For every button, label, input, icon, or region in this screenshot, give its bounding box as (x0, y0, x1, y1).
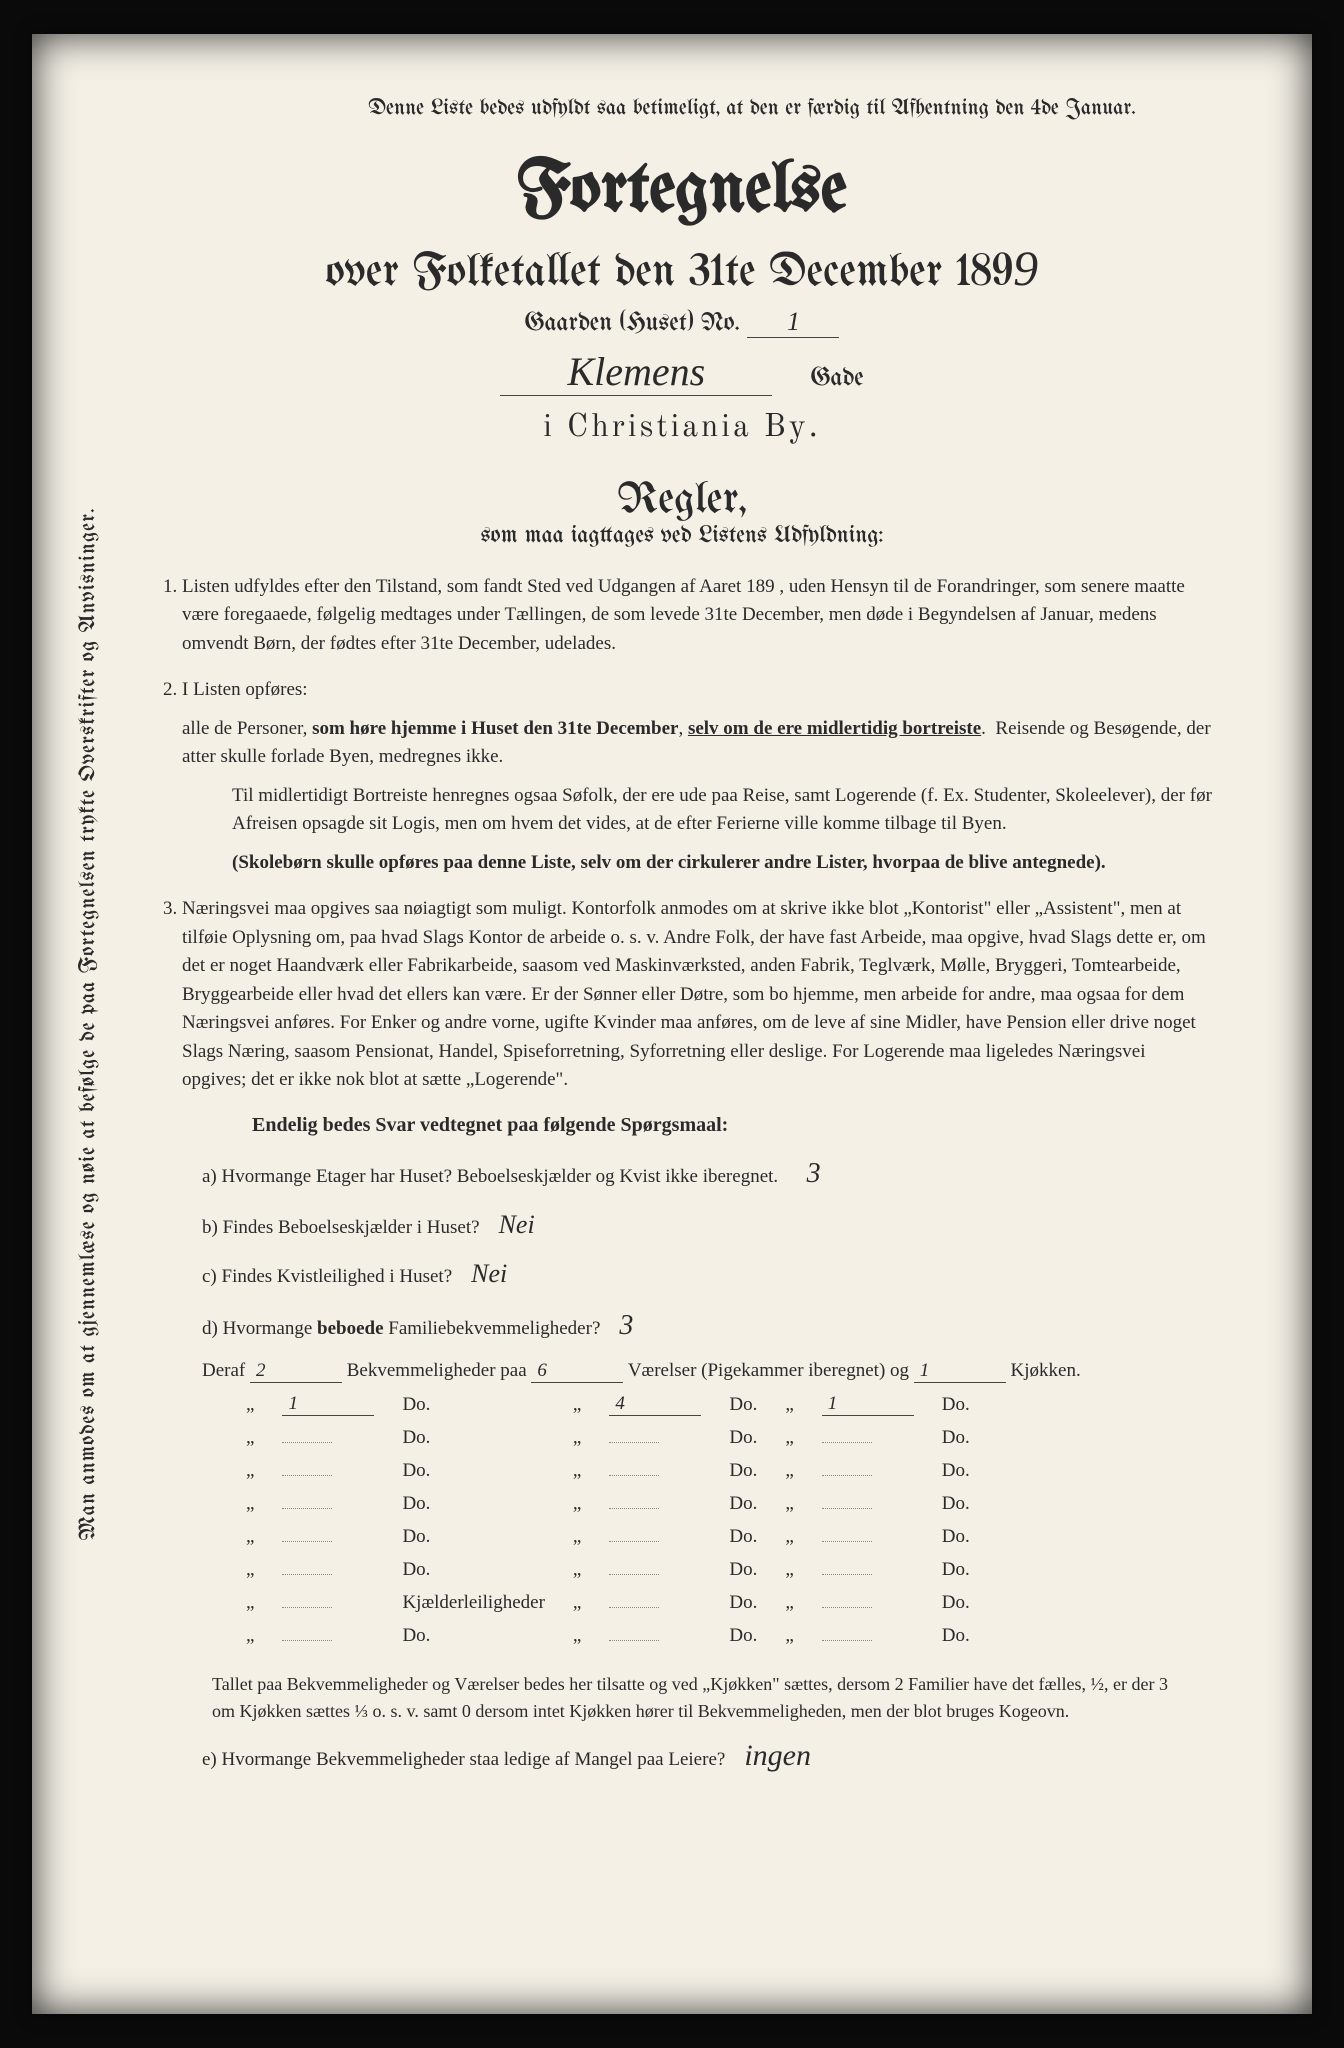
city-label: i Christiania By. (152, 408, 1212, 448)
question-e-text: e) Hvormange Bekvemmeligheder staa ledig… (202, 1749, 725, 1770)
deraf-vaer: 6 (531, 1360, 623, 1383)
question-e: e) Hvormange Bekvemmeligheder staa ledig… (202, 1739, 1212, 1773)
rule-2-head: I Listen opføres: (182, 679, 308, 700)
do-cell: Do. (388, 1389, 558, 1420)
table-row: „1 Do. „4 Do. „1 Do. (232, 1389, 984, 1420)
do-cell: Do. (715, 1486, 771, 1519)
do-cell: Do. (715, 1519, 771, 1552)
questions-block: a) Hvormange Etager har Huset? Beboelses… (202, 1147, 1212, 1352)
rule-3: Næringsvei maa opgives saa nøiagtigt som… (182, 895, 1212, 1095)
do-cell: Do. (388, 1552, 558, 1585)
do-cell: Do. (928, 1420, 984, 1453)
table-row: „Do. „Do. „Do. (232, 1618, 984, 1651)
do-cell: Do. (388, 1486, 558, 1519)
table-row: „Do. „Do. „Do. (232, 1420, 984, 1453)
do-cell: Do. (715, 1552, 771, 1585)
table-row: „Do. „Do. „Do. (232, 1519, 984, 1552)
year-handwritten: 9 (1013, 240, 1038, 296)
deraf-kj: 1 (914, 1360, 1006, 1383)
do-cell: Do. (715, 1585, 771, 1618)
do-cell: Do. (388, 1618, 558, 1651)
answer-a: 3 (807, 1158, 821, 1189)
do-cell: Do. (715, 1618, 771, 1651)
row2-bekv: 1 (282, 1393, 374, 1416)
do-cell: Do. (928, 1453, 984, 1486)
do-cell: Do. (928, 1519, 984, 1552)
gaarden-label: Gaarden (Huset) No. (525, 310, 740, 337)
title-sub-text: over Folketallet den 31te December 189 (326, 249, 1013, 297)
deraf-bekv: 2 (250, 1360, 342, 1383)
do-cell: Do. (928, 1552, 984, 1585)
deraf-c: Værelser (Pigekammer iberegnet) og (628, 1360, 909, 1381)
side-margin-note: Man anmodes om at gjennemlæse og nøie at… (77, 507, 100, 1540)
title-main: Fortegnelse (152, 155, 1212, 229)
question-a-text: a) Hvormange Etager har Huset? Beboelses… (202, 1166, 778, 1187)
footer-note: Tallet paa Bekvemmeligheder og Værelser … (212, 1671, 1172, 1725)
gaarden-line: Gaarden (Huset) No. 1 (152, 307, 1212, 338)
question-d-text: d) Hvormange beboede Familiebekvemmeligh… (202, 1318, 600, 1339)
gade-label: Gade (810, 365, 863, 392)
do-cell: Do. (388, 1453, 558, 1486)
title-subtitle: over Folketallet den 31te December 1899 (152, 239, 1212, 297)
question-b: b) Findes Beboelseskjælder i Huset? Nei (202, 1200, 1212, 1249)
do-cell: Do. (928, 1585, 984, 1618)
answer-e: ingen (744, 1739, 811, 1772)
deraf-b: Bekvemmeligheder paa (347, 1360, 527, 1381)
rule-1: Listen udfyldes efter den Tilstand, som … (182, 573, 1212, 659)
deraf-d: Kjøkken. (1011, 1360, 1081, 1381)
question-a: a) Hvormange Etager har Huset? Beboelses… (202, 1147, 1212, 1200)
answer-c: Nei (471, 1259, 507, 1288)
row2-kj: 1 (822, 1393, 914, 1416)
do-cell: Do. (715, 1389, 771, 1420)
do-cell: Do. (928, 1486, 984, 1519)
do-cell: Do. (715, 1420, 771, 1453)
deraf-a: Deraf (202, 1360, 245, 1381)
question-d: d) Hvormange beboede Familiebekvemmeligh… (202, 1299, 1212, 1352)
question-b-text: b) Findes Beboelseskjælder i Huset? (202, 1217, 480, 1238)
gade-line: Klemens Gade (152, 348, 1212, 396)
regler-heading: Regler, (152, 478, 1212, 524)
gade-name-handwritten: Klemens (500, 348, 772, 396)
rule-2: I Listen opføres: alle de Personer, som … (182, 676, 1212, 877)
kjleil-cell: Kjælderleiligheder (388, 1585, 558, 1618)
endelig-heading: Endelig bedes Svar vedtegnet paa følgend… (252, 1114, 1212, 1137)
deraf-line: Deraf 2 Bekvemmeligheder paa 6 Værelser … (202, 1360, 1212, 1383)
header-note: Denne Liste bedes udfyldt saa betimeligt… (292, 94, 1212, 125)
document-page: Man anmodes om at gjennemlæse og nøie at… (32, 34, 1312, 2014)
do-cell: Do. (388, 1420, 558, 1453)
answer-b: Nei (499, 1210, 535, 1239)
table-row: „Do. „Do. „Do. (232, 1486, 984, 1519)
do-cell: Do. (928, 1618, 984, 1651)
rules-list: Listen udfyldes efter den Tilstand, som … (152, 573, 1212, 1095)
rule-2-p3: (Skolebørn skulle opføres paa denne List… (232, 849, 1212, 878)
table-row: „Kjælderleiligheder „Do. „Do. (232, 1585, 984, 1618)
gaarden-number: 1 (747, 307, 839, 338)
question-c: c) Findes Kvistleilighed i Huset? Nei (202, 1249, 1212, 1298)
table-row: „Do. „Do. „Do. (232, 1552, 984, 1585)
rule-2-p2: Til midlertidigt Bortreiste henregnes og… (232, 782, 1212, 839)
do-cell: Do. (388, 1519, 558, 1552)
question-c-text: c) Findes Kvistleilighed i Huset? (202, 1266, 452, 1287)
regler-subheading: som maa iagttages ved Listens Udfyldning… (152, 524, 1212, 549)
rows-table: „1 Do. „4 Do. „1 Do. „Do. „Do. „Do. „Do.… (232, 1389, 984, 1651)
answer-d: 3 (619, 1310, 633, 1341)
row2-vaer: 4 (609, 1393, 701, 1416)
table-row: „Do. „Do. „Do. (232, 1453, 984, 1486)
do-cell: Do. (928, 1389, 984, 1420)
rule-2-p1: alle de Personer, som høre hjemme i Huse… (182, 715, 1212, 772)
do-cell: Do. (715, 1453, 771, 1486)
